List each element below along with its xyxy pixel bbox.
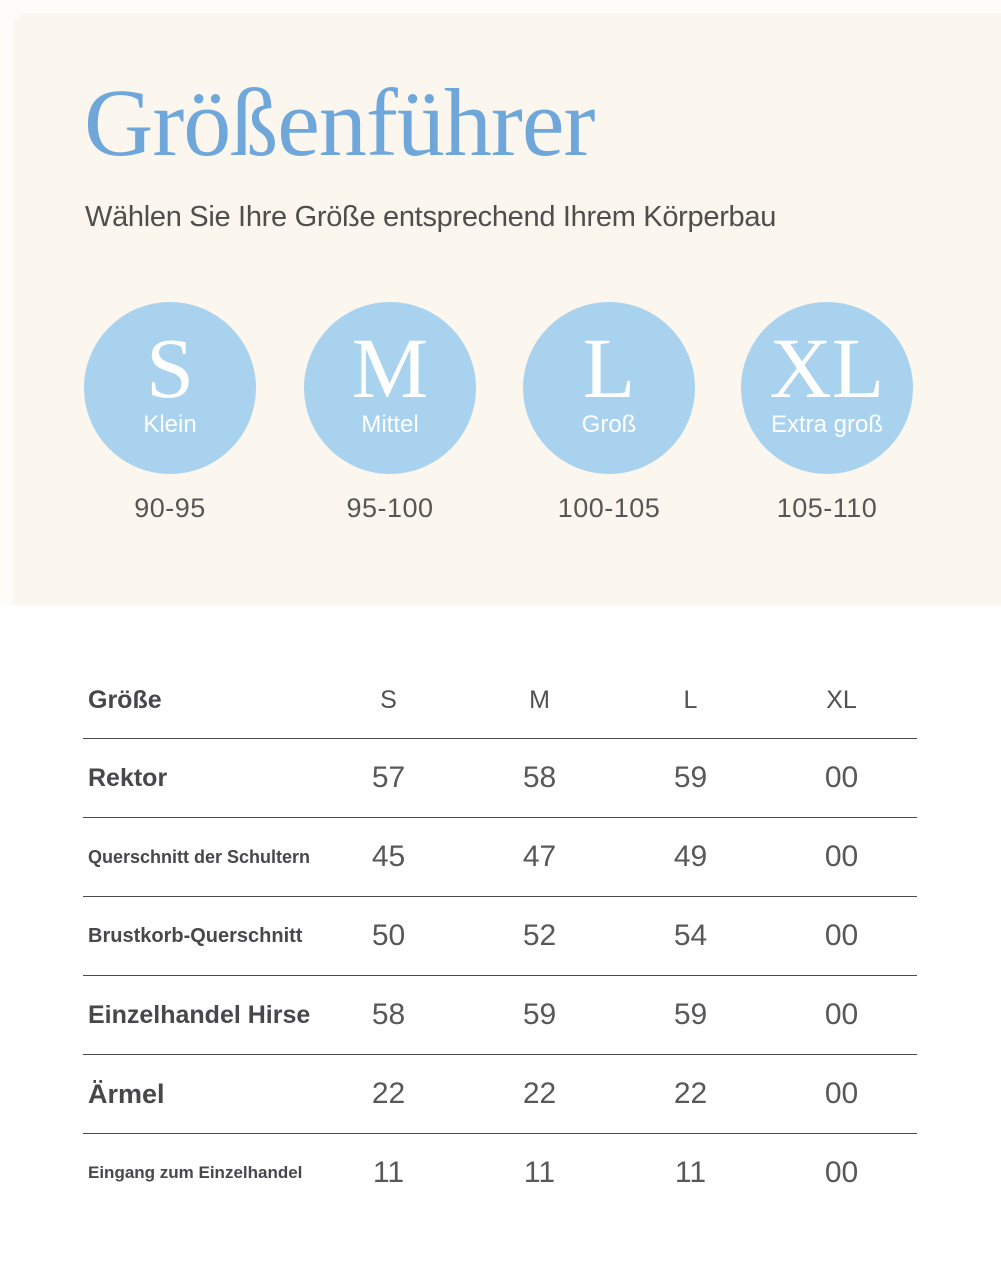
table-row: Querschnitt der Schultern 45 47 49 00 [83, 818, 917, 897]
hero-background: Größenführer Wählen Sie Ihre Größe entsp… [0, 0, 1001, 605]
cell-value: 50 [371, 919, 406, 952]
cell-value: 22 [371, 1077, 406, 1110]
size-circle-l: L Groß [523, 302, 695, 474]
cell-value: 58 [371, 998, 406, 1031]
cell-value: 00 [824, 998, 859, 1031]
cell-value: 11 [372, 1156, 405, 1189]
size-letter-s: S [146, 320, 194, 417]
row-label: Eingang zum Einzelhandel [88, 1163, 303, 1182]
cell-value: 59 [673, 998, 708, 1031]
size-range-xl: 105-110 [776, 493, 878, 523]
page-title: Größenführer [84, 69, 595, 176]
size-item-s: S Klein 90-95 [84, 302, 256, 524]
table-header-row: Größe S M L XL [83, 662, 917, 739]
cell-value: 22 [673, 1077, 708, 1110]
cell-value: 00 [824, 1077, 859, 1110]
size-label-m: Mittel [361, 410, 419, 438]
size-range-l: 100-105 [557, 493, 661, 523]
cell-value: 45 [371, 840, 406, 873]
row-label: Brustkorb-Querschnitt [88, 924, 303, 947]
size-label-xl: Extra groß [770, 410, 884, 438]
cell-value: 00 [824, 840, 859, 873]
row-label: Querschnitt der Schultern [88, 846, 311, 867]
size-item-l: L Groß 100-105 [523, 302, 695, 524]
page-subtitle: Wählen Sie Ihre Größe entsprechend Ihrem… [85, 201, 777, 233]
cell-value: 54 [673, 919, 708, 952]
table-row: Rektor 57 58 59 00 [83, 739, 917, 818]
size-circle-m: M Mittel [304, 302, 476, 474]
table-header-s: S [380, 685, 397, 714]
measurement-table: Größe S M L XL Rektor 57 58 59 00 Quersc… [83, 662, 917, 1212]
cell-value: 49 [673, 840, 708, 873]
row-label: Ärmel [88, 1078, 165, 1109]
size-letter-m: M [351, 320, 429, 417]
cell-value: 58 [522, 761, 557, 794]
table-header-l: L [683, 685, 698, 714]
size-guide-hero: Größenführer Wählen Sie Ihre Größe entsp… [13, 13, 1001, 605]
size-circle-s: S Klein [84, 302, 256, 474]
size-label-s: Klein [143, 410, 197, 438]
size-label-l: Groß [581, 410, 637, 438]
cell-value: 00 [824, 919, 859, 952]
table-row: Brustkorb-Querschnitt 50 52 54 00 [83, 897, 917, 976]
cell-value: 22 [522, 1077, 557, 1110]
table-row: Einzelhandel Hirse 58 59 59 00 [83, 976, 917, 1055]
size-item-m: M Mittel 95-100 [304, 302, 476, 524]
row-label: Rektor [88, 763, 168, 792]
cell-value: 47 [522, 840, 557, 873]
table-row: Eingang zum Einzelhandel 11 11 11 00 [83, 1134, 917, 1212]
table-row: Ärmel 22 22 22 00 [83, 1055, 917, 1134]
cell-value: 00 [824, 761, 859, 794]
size-circle-xl: XL Extra groß [741, 302, 913, 474]
cell-value: 57 [371, 761, 406, 794]
size-item-xl: XL Extra groß 105-110 [741, 302, 913, 524]
cell-value: 11 [523, 1156, 556, 1189]
size-range-m: 95-100 [346, 493, 434, 523]
table-header-xl: XL [826, 685, 857, 714]
size-letter-l: L [582, 320, 636, 417]
cell-value: 59 [522, 998, 557, 1031]
cell-value: 00 [824, 1156, 859, 1189]
size-letter-xl: XL [769, 320, 885, 417]
cell-value: 52 [522, 919, 557, 952]
cell-value: 11 [674, 1156, 707, 1189]
row-label: Einzelhandel Hirse [88, 1000, 311, 1029]
table-header-size: Größe [88, 685, 162, 714]
measurement-table-section: Größe S M L XL Rektor 57 58 59 00 Quersc… [0, 605, 1001, 1212]
size-range-s: 90-95 [134, 493, 206, 523]
cell-value: 59 [673, 761, 708, 794]
table-header-m: M [529, 685, 550, 714]
